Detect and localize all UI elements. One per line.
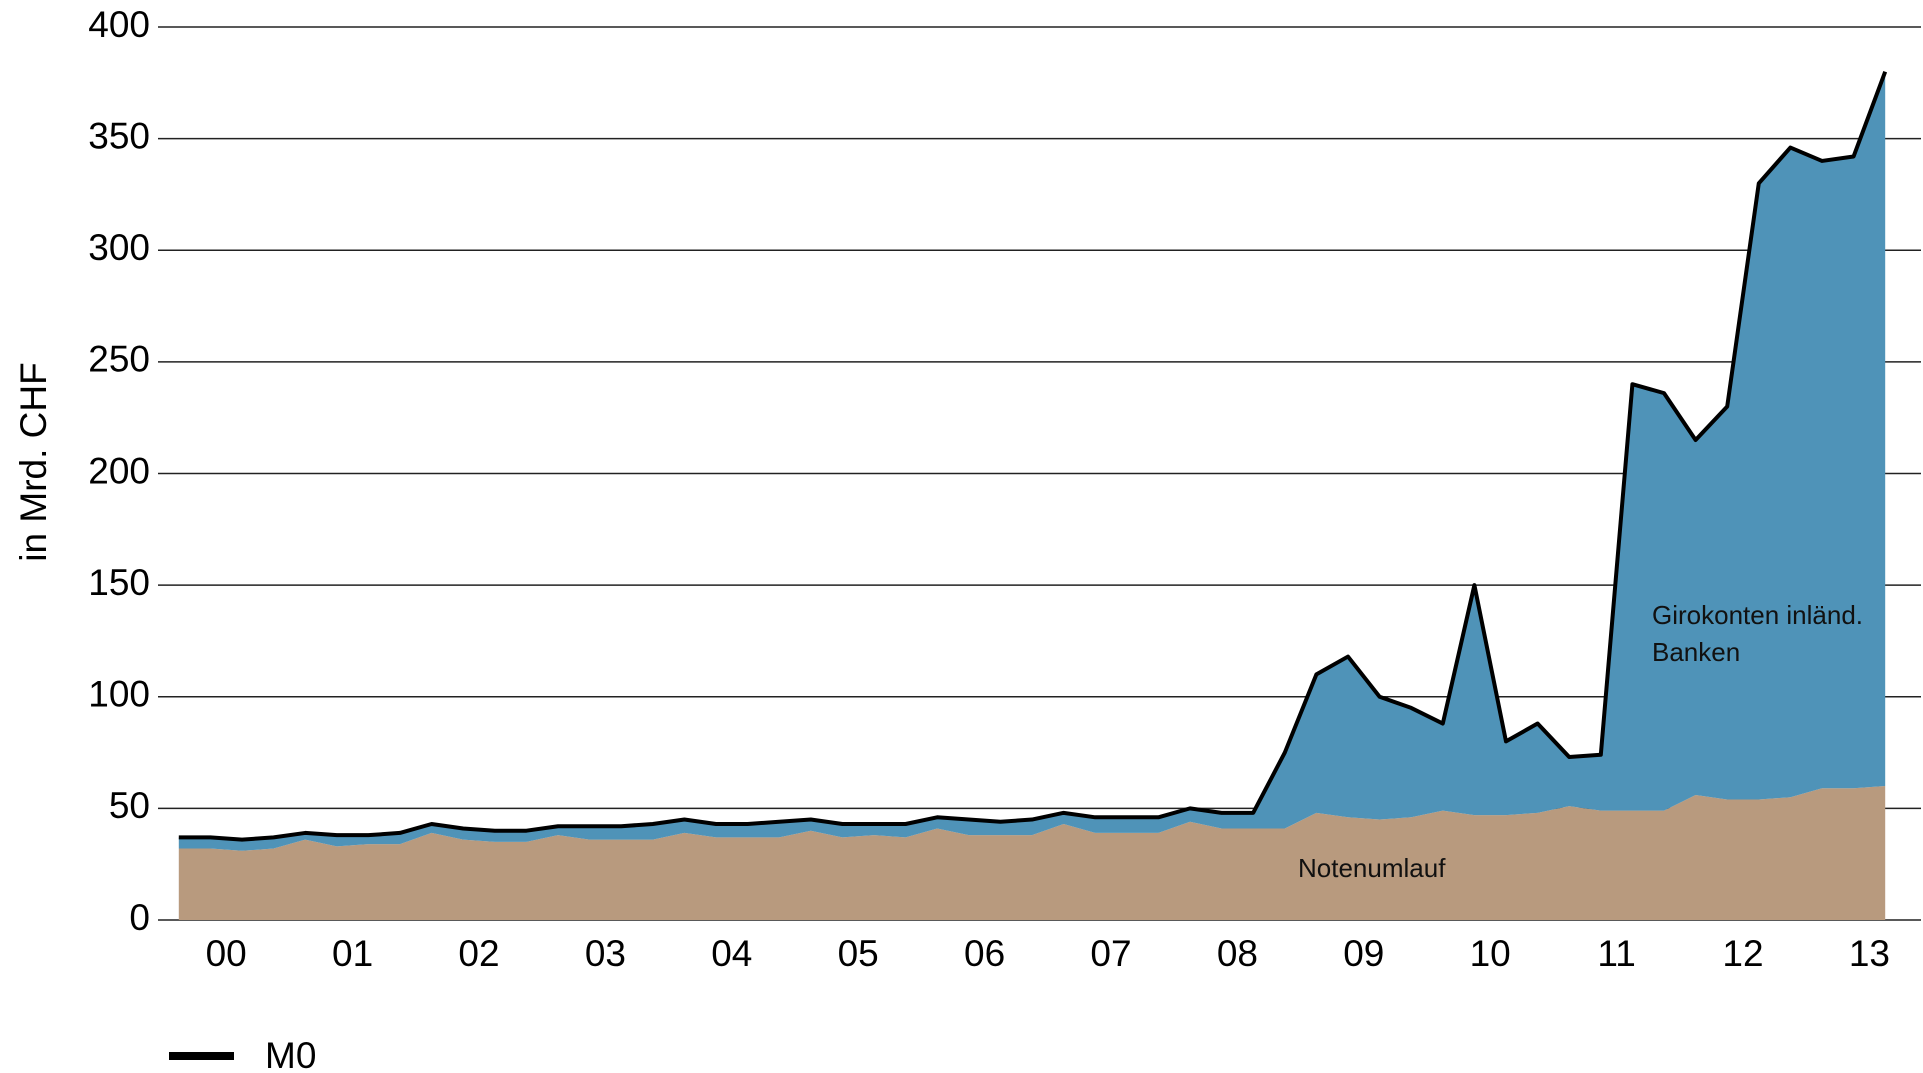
y-tick-label: 50 (109, 785, 150, 826)
area (178, 71, 1886, 851)
x-tick-label: 02 (458, 933, 499, 974)
x-tick-label: 07 (1090, 933, 1131, 974)
y-axis-label: in Mrd. CHF (13, 362, 54, 561)
y-tick-label: 300 (88, 227, 150, 268)
y-tick-label: 400 (88, 4, 150, 45)
y-tick-label: 250 (88, 339, 150, 380)
y-tick-label: 350 (88, 115, 150, 156)
x-tick-label: 12 (1722, 933, 1763, 974)
x-tick-label: 13 (1849, 933, 1890, 974)
x-tick-label: 05 (838, 933, 879, 974)
y-tick-label: 200 (88, 450, 150, 491)
x-tick-label: 08 (1217, 933, 1258, 974)
x-tick-label: 10 (1470, 933, 1511, 974)
line (178, 70, 1888, 842)
x-tick-label: 06 (964, 933, 1005, 974)
x-tick-label: 04 (711, 933, 752, 974)
area (178, 786, 1886, 920)
legend-label: M0 (265, 1035, 316, 1073)
x-tick-label: 03 (585, 933, 626, 974)
x-tick-label: 01 (332, 933, 373, 974)
x-tick-label: 09 (1343, 933, 1384, 974)
x-tick-label: 00 (206, 933, 247, 974)
area-label: Girokonten inländ. Banken (1652, 600, 1864, 667)
area-label: Notenumlauf (1298, 853, 1446, 883)
y-tick-label: 150 (88, 562, 150, 603)
y-tick-label: 100 (88, 674, 150, 715)
x-tick-label: 11 (1597, 933, 1635, 974)
y-tick-label: 0 (129, 897, 150, 938)
